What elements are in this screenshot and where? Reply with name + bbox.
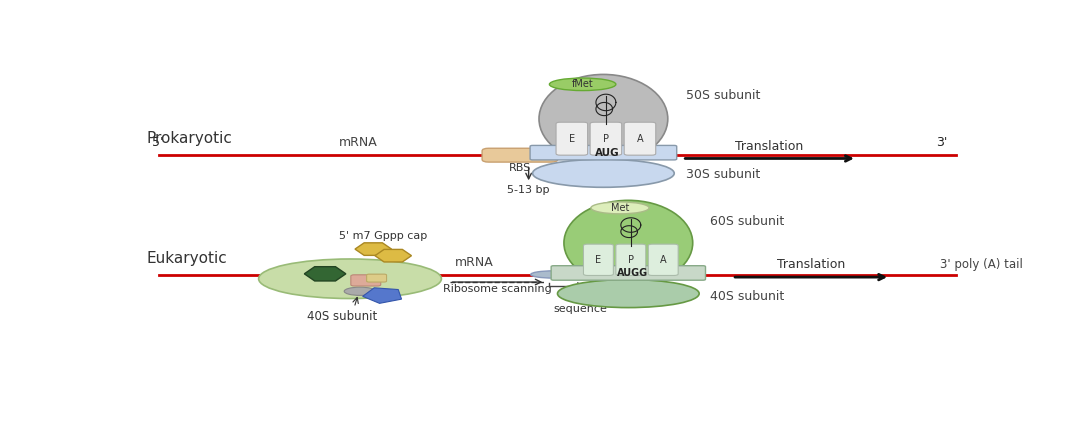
Text: P: P [628,255,634,265]
Text: E: E [569,134,575,144]
Text: 60S subunit: 60S subunit [710,214,784,228]
Text: E: E [595,255,601,265]
FancyBboxPatch shape [583,244,613,276]
Ellipse shape [539,74,668,163]
Text: 5' m7 Gppp cap: 5' m7 Gppp cap [339,231,428,241]
Text: AUGG: AUGG [616,268,649,278]
Text: Translation: Translation [777,258,845,271]
Text: 5': 5' [151,136,163,149]
Text: A: A [637,134,643,144]
Text: 3' poly (A) tail: 3' poly (A) tail [940,258,1023,270]
Ellipse shape [591,202,650,214]
Text: P: P [602,134,609,144]
FancyBboxPatch shape [649,244,679,276]
Text: Kozak
sequence: Kozak sequence [553,292,608,314]
Text: RBS: RBS [509,163,532,173]
Ellipse shape [258,259,442,299]
Text: Translation: Translation [735,140,804,152]
FancyBboxPatch shape [615,244,645,276]
FancyBboxPatch shape [556,122,587,155]
Text: mRNA: mRNA [456,256,494,269]
Text: Prokaryotic: Prokaryotic [147,131,233,146]
Ellipse shape [549,78,615,91]
FancyBboxPatch shape [551,266,705,280]
Ellipse shape [564,200,693,285]
Ellipse shape [344,287,376,295]
FancyBboxPatch shape [367,274,387,282]
Text: Ribosome scanning: Ribosome scanning [443,284,552,294]
FancyBboxPatch shape [482,148,557,162]
Ellipse shape [533,159,674,187]
Text: mRNA: mRNA [339,136,377,149]
Text: Eukaryotic: Eukaryotic [147,252,227,267]
Text: fMet: fMet [571,79,594,89]
Text: 5-13 bp: 5-13 bp [507,185,550,195]
Text: A: A [660,255,667,265]
FancyBboxPatch shape [351,275,381,286]
Text: 40S subunit: 40S subunit [307,310,377,323]
Text: 50S subunit: 50S subunit [686,89,761,102]
FancyBboxPatch shape [590,122,622,155]
Text: 3': 3' [936,136,947,149]
Ellipse shape [557,279,699,308]
Text: AUG: AUG [595,148,620,158]
Ellipse shape [531,271,577,278]
Text: 30S subunit: 30S subunit [686,169,761,181]
FancyBboxPatch shape [530,146,676,160]
FancyBboxPatch shape [624,122,656,155]
Text: Met: Met [611,203,629,213]
Text: 40S subunit: 40S subunit [710,290,784,303]
